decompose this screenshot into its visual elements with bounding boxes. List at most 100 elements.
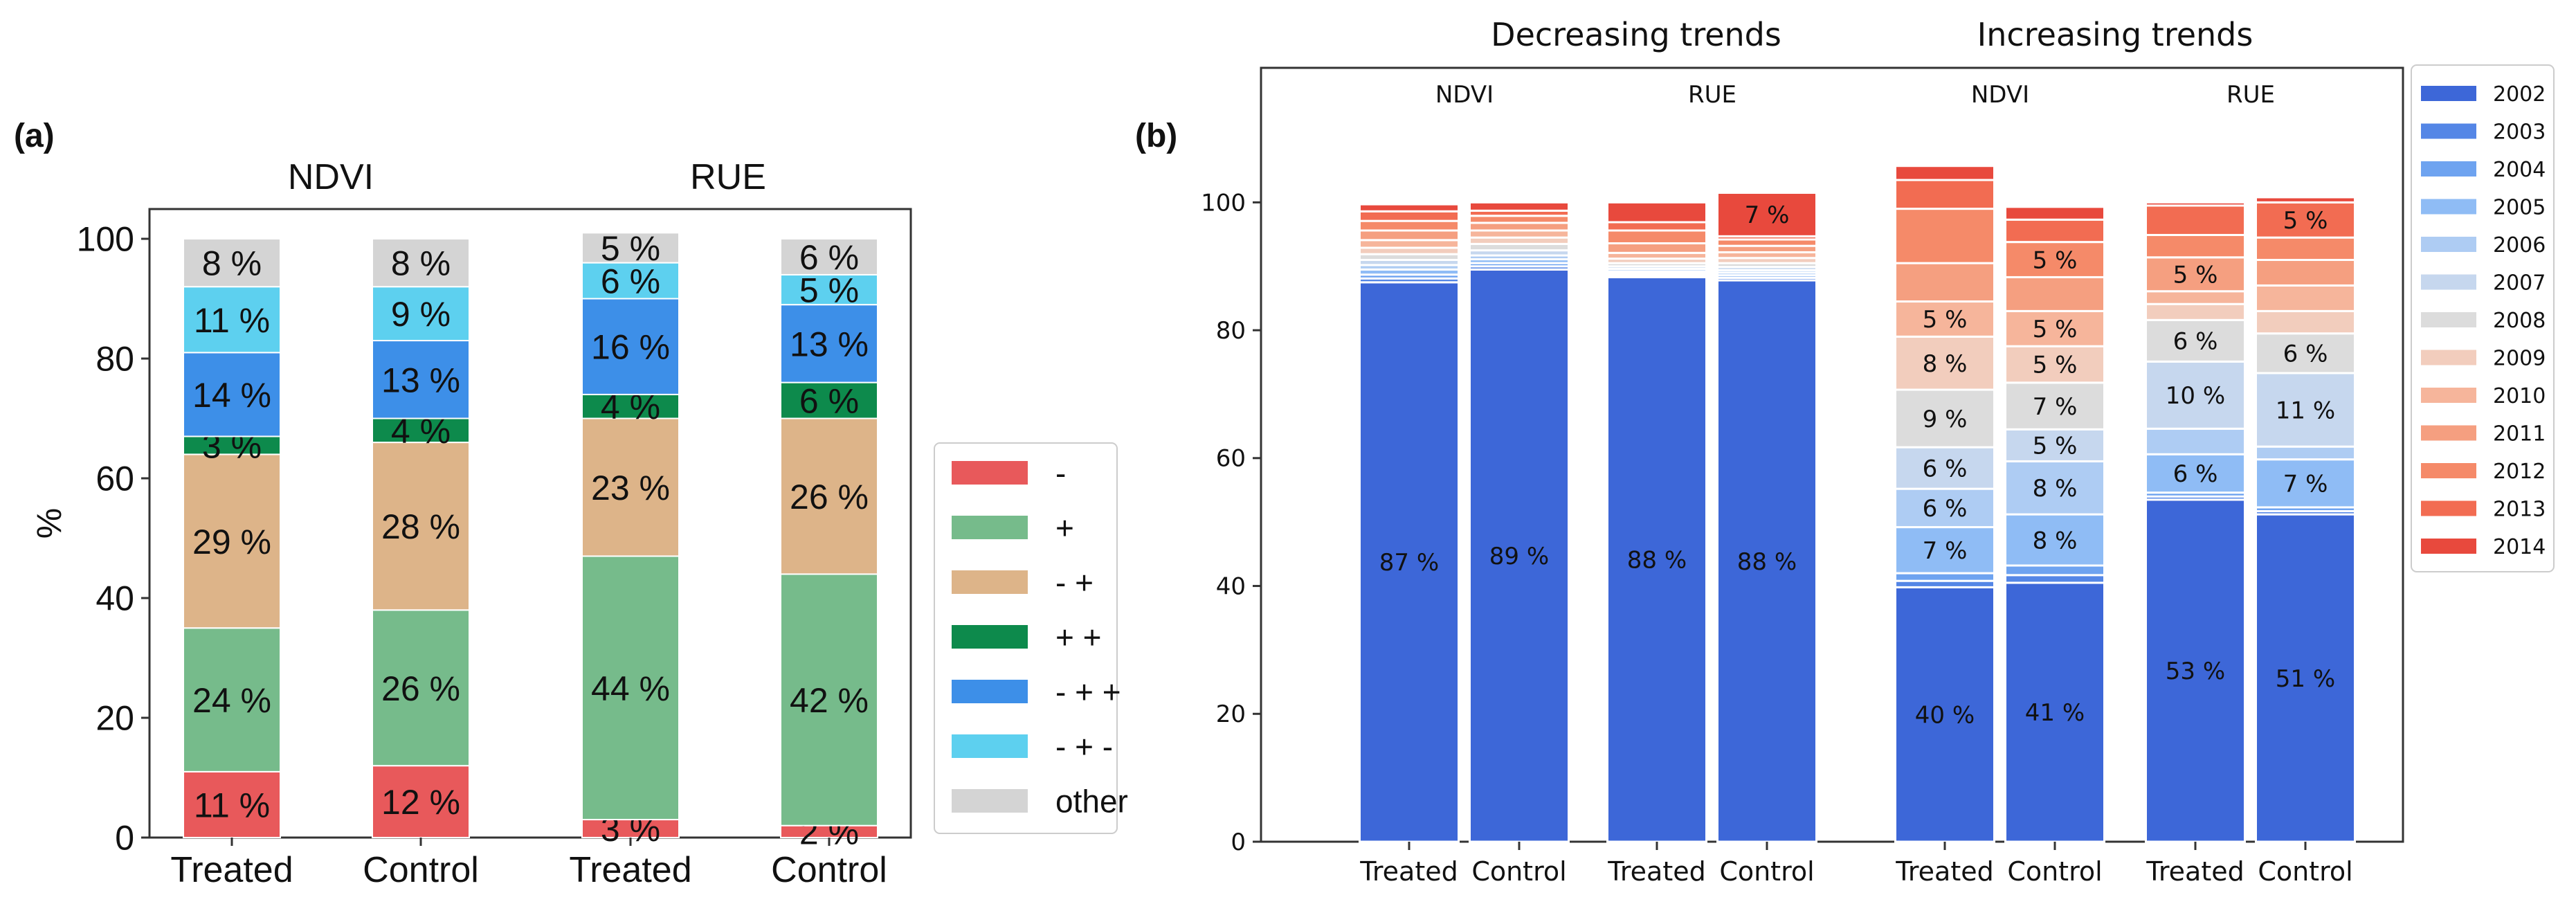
data-label: 5 % (2033, 246, 2078, 274)
data-label: 29 % (192, 523, 271, 561)
data-label: 13 % (381, 361, 460, 399)
data-label: 8 % (391, 244, 451, 283)
bar-segment-o-t-h-e-r (183, 238, 281, 288)
bar-segment-2-0-0-8 (1894, 388, 1995, 449)
legend-swatch-2-0-1-0 (2421, 388, 2476, 403)
bar-segment-minus-plus-minus (183, 286, 281, 354)
bar-segment-2-0-1-2 (2145, 233, 2246, 259)
data-label: 23 % (591, 469, 670, 507)
group-label-rue-decreasing: RUE (1688, 81, 1736, 109)
y-tick-label: 20 (1216, 700, 1246, 728)
bar-segment-2-0-1-0 (2145, 290, 2246, 305)
bar-segment-2-0-1-4 (1469, 201, 1570, 212)
x-tick-label: Treated (569, 850, 691, 890)
legend-label: 2004 (2493, 158, 2546, 182)
data-label: 7 % (2033, 393, 2078, 421)
legend-label: 2014 (2493, 535, 2546, 559)
chart-a: 11 %24 %29 %3 %14 %11 %8 %12 %26 %28 %4 … (30, 157, 1128, 890)
bar-segment-2-0-1-1 (1894, 262, 1995, 303)
group-label-rue-a: RUE (690, 157, 766, 197)
bar-segment-2-0-0-2 (1894, 586, 1995, 843)
data-label: 89 % (1489, 543, 1549, 570)
bar-segment-2-0-0-9 (2004, 345, 2105, 384)
data-label: 87 % (1379, 549, 1439, 577)
data-label: 11 % (194, 301, 270, 340)
bar-segment-2-0-0-2 (1469, 268, 1570, 843)
data-label: 5 % (2173, 262, 2218, 289)
group-label-ndvi-a: NDVI (288, 157, 374, 197)
bar-segment-minus (581, 819, 680, 839)
legend-swatch-2-0-1-3 (2421, 500, 2476, 516)
x-tick-label: Treated (1895, 856, 1993, 887)
y-tick-label: 80 (96, 340, 134, 379)
bar-segment-2-0-0-6 (2004, 460, 2105, 516)
bar-segment-2-0-1-0 (1359, 239, 1460, 249)
data-label: 7 % (1745, 201, 1790, 229)
bar-segment-2-0-1-4 (2255, 196, 2356, 204)
data-label: 6 % (2173, 328, 2218, 356)
data-label: 51 % (2276, 665, 2335, 693)
legend-label: - + - (1055, 729, 1113, 765)
bar-segment-2-0-1-3 (1606, 221, 1707, 232)
group-label-rue-increasing: RUE (2226, 81, 2275, 109)
bar-segment-2-0-0-6 (1894, 487, 1995, 529)
bar-segment-2-0-0-2 (2004, 581, 2105, 843)
legend-label: other (1055, 784, 1128, 820)
x-tick-label: Control (363, 850, 479, 890)
bar-segment-minus-plus (372, 442, 470, 611)
x-tick-label: Treated (1607, 856, 1705, 887)
legend-swatch-2-0-0-3 (2421, 123, 2476, 139)
bar-segment-2-0-1-1 (2004, 275, 2105, 312)
y-tick-label: 80 (1216, 317, 1246, 345)
data-label: 8 % (202, 244, 262, 283)
bar-segment-2-0-0-2 (1716, 279, 1817, 843)
bar-segment-2-0-1-4 (1606, 201, 1707, 224)
legend-label: - + (1055, 565, 1094, 601)
bar-segment-minus-plus-minus (581, 262, 680, 300)
x-tick-label: Treated (1359, 856, 1458, 887)
y-tick-label: 60 (1216, 445, 1246, 473)
legend-label: 2007 (2493, 271, 2546, 295)
data-label: 10 % (2166, 382, 2225, 410)
legend-swatch-o-t-h-e-r (952, 789, 1028, 813)
bar-segment-2-0-1-1 (1469, 222, 1570, 232)
x-tick-label: Treated (2146, 856, 2244, 887)
legend-swatch-2-0-1-1 (2421, 425, 2476, 441)
data-label: 5 % (799, 271, 859, 310)
bar-segment-2-0-0-5 (1894, 526, 1995, 575)
bar-segment-2-0-1-0 (2004, 309, 2105, 347)
bar-segment-plus (581, 555, 680, 821)
legend-swatch-2-0-0-5 (2421, 199, 2476, 215)
bar-segment-plus-plus (780, 381, 878, 419)
bar-segment-2-0-1-3 (1894, 179, 1995, 210)
legend-swatch-2-0-0-9 (2421, 350, 2476, 365)
legend-label: 2009 (2493, 346, 2546, 370)
y-tick-label: 20 (96, 699, 134, 738)
x-tick-label: Control (1471, 856, 1566, 887)
data-label: 5 % (601, 229, 660, 268)
title-decreasing-trends: Decreasing trends (1491, 16, 1781, 53)
bar-segment-2-0-0-6 (2255, 445, 2356, 461)
bar-segment-o-t-h-e-r (581, 232, 680, 264)
data-label: 9 % (1923, 406, 1968, 433)
legend-swatch-minus (952, 461, 1028, 485)
legend-label: 2013 (2493, 497, 2546, 521)
data-label: 6 % (2173, 460, 2218, 488)
bar-segment-2-0-1-1 (1606, 242, 1707, 254)
bar-segment-2-0-0-4 (2004, 564, 2105, 577)
y-tick-label: 40 (96, 579, 134, 618)
bar-segment-2-0-0-2 (2255, 513, 2356, 843)
data-label: 12 % (381, 783, 460, 822)
y-tick-label: 0 (1231, 829, 1246, 856)
bar-segment-2-0-0-8 (2145, 318, 2246, 363)
data-label: 6 % (1923, 495, 1968, 523)
data-label: 6 % (2283, 341, 2328, 368)
y-tick-label: 0 (115, 819, 134, 858)
data-label: 6 % (799, 382, 859, 421)
bar-segment-2-0-0-4 (1894, 572, 1995, 582)
y-tick-label: 100 (1201, 189, 1246, 217)
y-axis-label-a: % (30, 508, 69, 539)
legend-swatch-2-0-0-2 (2421, 86, 2476, 101)
bar-segment-2-0-1-0 (1894, 300, 1995, 338)
bar-segment-2-0-1-4 (1716, 192, 1817, 237)
